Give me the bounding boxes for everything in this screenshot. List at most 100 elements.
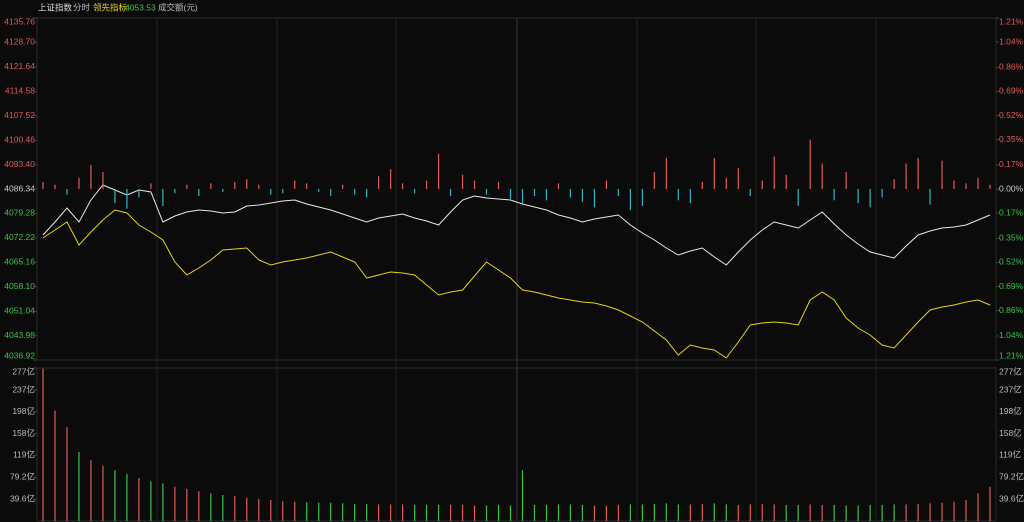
- volume-bar: [402, 504, 404, 521]
- indicator-bar: [461, 174, 464, 189]
- indicator-bar: [521, 189, 524, 204]
- volume-bar: [857, 505, 859, 521]
- y2-tick-label: 0.69%: [999, 86, 1024, 96]
- volume-bar: [809, 504, 811, 521]
- volume-bar: [425, 504, 428, 521]
- volume-bar: [701, 503, 703, 521]
- indicator-bar: [282, 189, 284, 194]
- volume-bar: [869, 504, 871, 521]
- y2-tick-label: 0.17%: [999, 159, 1024, 169]
- indicator-bar: [953, 180, 955, 189]
- indicator-bar: [533, 189, 536, 197]
- volume-bar: [773, 504, 775, 521]
- indicator-bar: [989, 184, 991, 189]
- volume-bar: [162, 483, 164, 521]
- volume-bar: [641, 504, 643, 521]
- indicator-bar: [78, 177, 80, 189]
- indicator-bar: [437, 153, 440, 189]
- volume-bar: [653, 503, 655, 521]
- indicator-bar: [773, 156, 775, 189]
- indicator-bar: [581, 189, 584, 202]
- volume-title: 成交额(元): [158, 2, 198, 12]
- indicator-bar: [965, 183, 967, 189]
- indicator-bar: [941, 160, 943, 189]
- volume-bar: [114, 470, 116, 521]
- vol-tick-label: 79.2亿: [10, 472, 35, 482]
- volume-bar: [665, 503, 667, 521]
- indicator-bar: [785, 174, 787, 189]
- volume-bar: [581, 504, 584, 521]
- volume-bar: [378, 504, 380, 521]
- indicator-bar: [366, 189, 368, 198]
- price-line: [42, 184, 991, 266]
- y2-tick-label: 0.52%: [999, 257, 1024, 267]
- volume-bar: [905, 504, 907, 521]
- indicator-bar: [258, 184, 260, 189]
- indicator-bar: [869, 189, 871, 208]
- y-tick-label: 4114.58: [5, 86, 35, 96]
- y-tick-label: 4065.16: [4, 257, 35, 267]
- volume-bar: [629, 504, 631, 521]
- y2-tick-label: 1.04%: [999, 36, 1024, 46]
- volume-bar: [90, 460, 92, 521]
- indicator-bar: [617, 189, 619, 197]
- volume-bar: [533, 504, 536, 521]
- y-tick-label: 4100.46: [4, 134, 35, 144]
- vertical-grid: [156, 18, 877, 521]
- y-tick-label: 4043.98: [4, 330, 35, 340]
- volume-bar: [66, 427, 68, 521]
- y-tick-label: 4093.40: [4, 159, 35, 169]
- volume-bar: [258, 498, 260, 521]
- indicator-bar: [162, 189, 164, 206]
- indicator-bar: [845, 172, 847, 189]
- volume-bar: [725, 504, 727, 521]
- vol-tick-label-right: 277亿: [999, 366, 1022, 376]
- volume-bar: [54, 410, 56, 521]
- y-tick-label: 4128.70: [4, 37, 35, 47]
- indicator-bar: [857, 189, 859, 204]
- volume-bar: [198, 491, 200, 521]
- volume-bar: [545, 504, 548, 521]
- volume-bar: [461, 504, 464, 521]
- indicator-bar: [102, 172, 104, 189]
- indicator-bar: [378, 176, 380, 189]
- volume-bar: [342, 503, 344, 521]
- y-tick-label: 4058.10: [4, 281, 35, 291]
- indicator-bar: [449, 189, 452, 197]
- volume-bar: [833, 504, 835, 521]
- volume-bar: [821, 504, 823, 521]
- vol-tick-label: 158亿: [12, 428, 35, 438]
- indicator-bar: [246, 179, 248, 189]
- indicator-bar: [665, 157, 667, 189]
- volume-bar: [270, 500, 272, 521]
- indicator-bar: [270, 189, 272, 195]
- indicator-bar: [629, 189, 631, 211]
- vol-tick-label-right: 158亿: [999, 428, 1022, 438]
- indicator-bar: [234, 181, 236, 189]
- volume-bar: [689, 504, 691, 521]
- volume-bar: [246, 497, 248, 521]
- vol-tick-label-right: 39.6亿: [999, 493, 1024, 503]
- indicator-bar: [138, 189, 140, 198]
- indicator-bar: [737, 167, 739, 189]
- volume-bar: [917, 503, 919, 521]
- indicator-bar: [797, 189, 799, 206]
- indicator-bar: [725, 177, 727, 189]
- volume-bar: [845, 505, 847, 521]
- y2-tick-label: 1.21%: [999, 16, 1024, 26]
- volume-bar: [294, 501, 296, 521]
- y-tick-label: 4086.34: [4, 183, 35, 193]
- volume-bar: [174, 486, 176, 521]
- vol-tick-label-right: 119亿: [999, 450, 1021, 460]
- volume-bar: [210, 493, 212, 521]
- volume-bar: [605, 505, 608, 521]
- volume-bar: [953, 501, 955, 521]
- volume-bar: [617, 504, 619, 521]
- y2-tick-label: 1.04%: [999, 330, 1024, 340]
- y-tick-label: 4072.22: [4, 232, 35, 242]
- volume-bar: [749, 504, 751, 521]
- indicator-bar: [390, 169, 392, 189]
- indicator-bar: [54, 184, 56, 189]
- indicator-bar: [905, 163, 907, 189]
